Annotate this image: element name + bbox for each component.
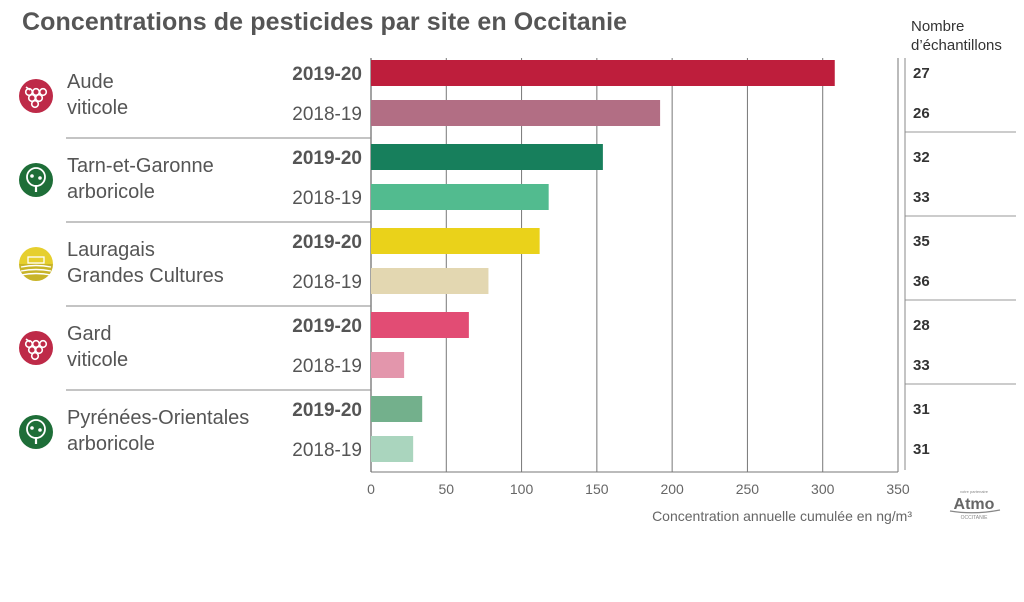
count-value: 31 — [913, 401, 930, 418]
year-label: 2019-20 — [292, 400, 362, 421]
atmo-logo: votre partenaire Atmo OCCITANIE — [949, 489, 1001, 521]
site-name: Gard — [67, 323, 111, 345]
tick-label: 250 — [736, 481, 760, 497]
bar — [371, 100, 661, 126]
chart-title: Concentrations de pesticides par site en… — [22, 8, 628, 36]
bar — [371, 268, 489, 294]
year-label: 2019-20 — [292, 316, 362, 337]
count-value: 33 — [913, 189, 930, 206]
tick-label: 0 — [367, 481, 375, 497]
count-value: 27 — [913, 65, 930, 82]
site-name: arboricole — [67, 181, 155, 203]
site-name: Pyrénées-Orientales — [67, 407, 249, 429]
tick-label: 50 — [438, 481, 454, 497]
bar — [371, 396, 423, 422]
count-value: 26 — [913, 105, 930, 122]
site-name: Aude — [67, 71, 114, 93]
year-label: 2018-19 — [292, 356, 362, 377]
site-name: Tarn-et-Garonne — [67, 155, 214, 177]
field-icon — [19, 247, 53, 281]
x-axis-label: Concentration annuelle cumulée en ng/m³ — [652, 508, 912, 524]
tree-icon — [19, 415, 53, 449]
grape-icon — [19, 331, 53, 365]
year-label: 2019-20 — [292, 148, 362, 169]
logo-name: Atmo — [954, 496, 995, 513]
tick-label: 350 — [886, 481, 910, 497]
year-label: 2018-19 — [292, 104, 362, 125]
grid-lines — [66, 58, 1016, 472]
bar — [371, 144, 603, 170]
bar — [371, 228, 540, 254]
count-value: 32 — [913, 149, 930, 166]
year-label: 2019-20 — [292, 232, 362, 253]
x-axis: 0 50 100 150 200 250 300 350 Concentration annue… — [367, 471, 912, 524]
count-value: 33 — [913, 357, 930, 374]
count-value: 31 — [913, 441, 930, 458]
tick-label: 200 — [660, 481, 684, 497]
labels: Aude viticole 2019-20 2018-19 Tarn-et-Garonn… — [67, 64, 362, 461]
sample-counts: Nombre d’échantillons 27 26 32 33 35 36 28 33 31 31 — [911, 18, 1002, 458]
year-label: 2018-19 — [292, 188, 362, 209]
site-name: Lauragais — [67, 239, 155, 261]
count-value: 36 — [913, 273, 930, 290]
bar — [371, 436, 414, 462]
site-name: viticole — [67, 349, 128, 371]
site-icons — [19, 79, 53, 449]
year-label: 2018-19 — [292, 440, 362, 461]
bar — [371, 60, 835, 86]
site-name: viticole — [67, 97, 128, 119]
count-value: 35 — [913, 233, 930, 250]
site-name: Grandes Cultures — [67, 265, 224, 287]
year-label: 2019-20 — [292, 64, 362, 85]
tick-label: 100 — [510, 481, 534, 497]
count-header: Nombre — [911, 18, 964, 35]
tick-label: 300 — [811, 481, 835, 497]
tick-label: 150 — [585, 481, 609, 497]
bar — [371, 312, 469, 338]
site-name: arboricole — [67, 433, 155, 455]
count-value: 28 — [913, 317, 930, 334]
logo-region: OCCITANIE — [961, 515, 989, 521]
bar — [371, 184, 549, 210]
logo-tagline: votre partenaire — [960, 489, 989, 494]
count-header: d’échantillons — [911, 37, 1002, 54]
bar — [371, 352, 405, 378]
bars — [371, 60, 835, 462]
year-label: 2018-19 — [292, 272, 362, 293]
tree-icon — [19, 163, 53, 197]
grape-icon — [19, 79, 53, 113]
